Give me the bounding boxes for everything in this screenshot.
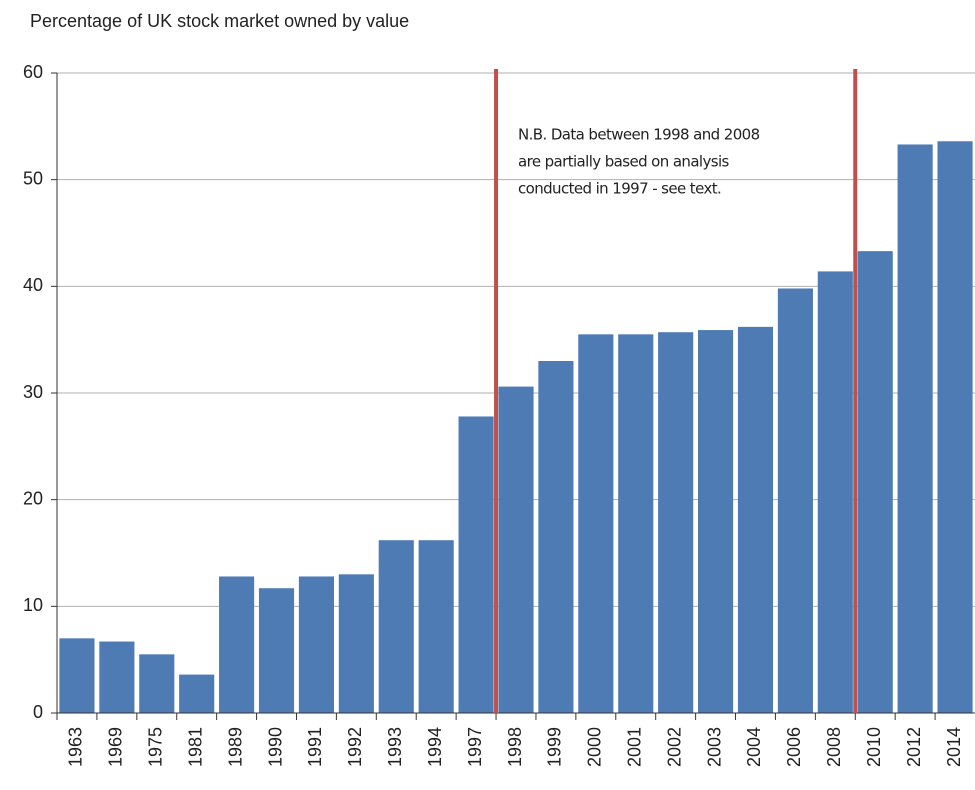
y-tick-label: 60: [23, 62, 43, 82]
x-tick-label: 2012: [904, 727, 924, 767]
y-tick-label: 40: [23, 275, 43, 295]
bar: [59, 638, 95, 713]
bar: [258, 588, 295, 713]
bar: [139, 654, 175, 713]
x-tick-label: 1992: [345, 727, 365, 767]
x-tick-label: 1993: [385, 727, 405, 767]
bar: [338, 574, 374, 713]
x-tick-label: 2006: [784, 727, 804, 767]
x-tick-label: 1997: [465, 727, 485, 767]
bar: [99, 641, 135, 713]
x-tick-label: 2003: [704, 727, 724, 767]
bar: [298, 576, 334, 713]
bar: [578, 334, 614, 713]
y-tick-label: 0: [33, 702, 43, 722]
x-tick-label: 1969: [106, 727, 126, 767]
y-tick-label: 20: [23, 488, 43, 508]
bar: [179, 674, 215, 713]
x-tick-label: 2002: [664, 727, 684, 767]
bar: [658, 332, 694, 713]
x-tick-label: 1990: [265, 727, 285, 767]
bar: [817, 271, 853, 713]
x-tick-label: 1989: [225, 727, 245, 767]
x-tick-label: 1991: [305, 727, 325, 767]
annotation: conducted in 1997 - see text.: [518, 180, 721, 198]
x-tick-label: 1998: [505, 727, 525, 767]
bar: [737, 326, 774, 713]
bar: [777, 288, 813, 713]
annotation: N.B. Data between 1998 and 2008: [518, 126, 760, 144]
x-tick-label: 2001: [624, 727, 644, 767]
x-tick-label: 2004: [744, 727, 764, 767]
x-tick-label: 1975: [146, 727, 166, 767]
y-tick-label: 50: [23, 168, 43, 188]
bar: [618, 334, 654, 713]
y-tick-label: 10: [23, 595, 43, 615]
chart-title: Percentage of UK stock market owned by v…: [30, 11, 409, 31]
bar: [498, 386, 534, 713]
x-tick-label: 1963: [66, 727, 86, 767]
annotation: are partially based on analysis: [518, 153, 730, 171]
bar: [897, 144, 933, 713]
x-tick-label: 1981: [185, 727, 205, 767]
bar: [219, 576, 255, 713]
bar: [378, 540, 414, 713]
bar: [458, 416, 494, 713]
bar: [418, 540, 454, 713]
bar: [857, 251, 893, 713]
x-tick-label: 1999: [545, 727, 565, 767]
bar: [937, 141, 973, 713]
x-tick-label: 2010: [864, 727, 884, 767]
bar: [698, 330, 734, 713]
y-tick-label: 30: [23, 382, 43, 402]
bar: [538, 361, 574, 713]
x-tick-label: 1994: [425, 727, 445, 767]
x-tick-label: 2000: [585, 727, 605, 767]
x-tick-label: 2008: [824, 727, 844, 767]
x-tick-label: 2014: [944, 727, 964, 767]
